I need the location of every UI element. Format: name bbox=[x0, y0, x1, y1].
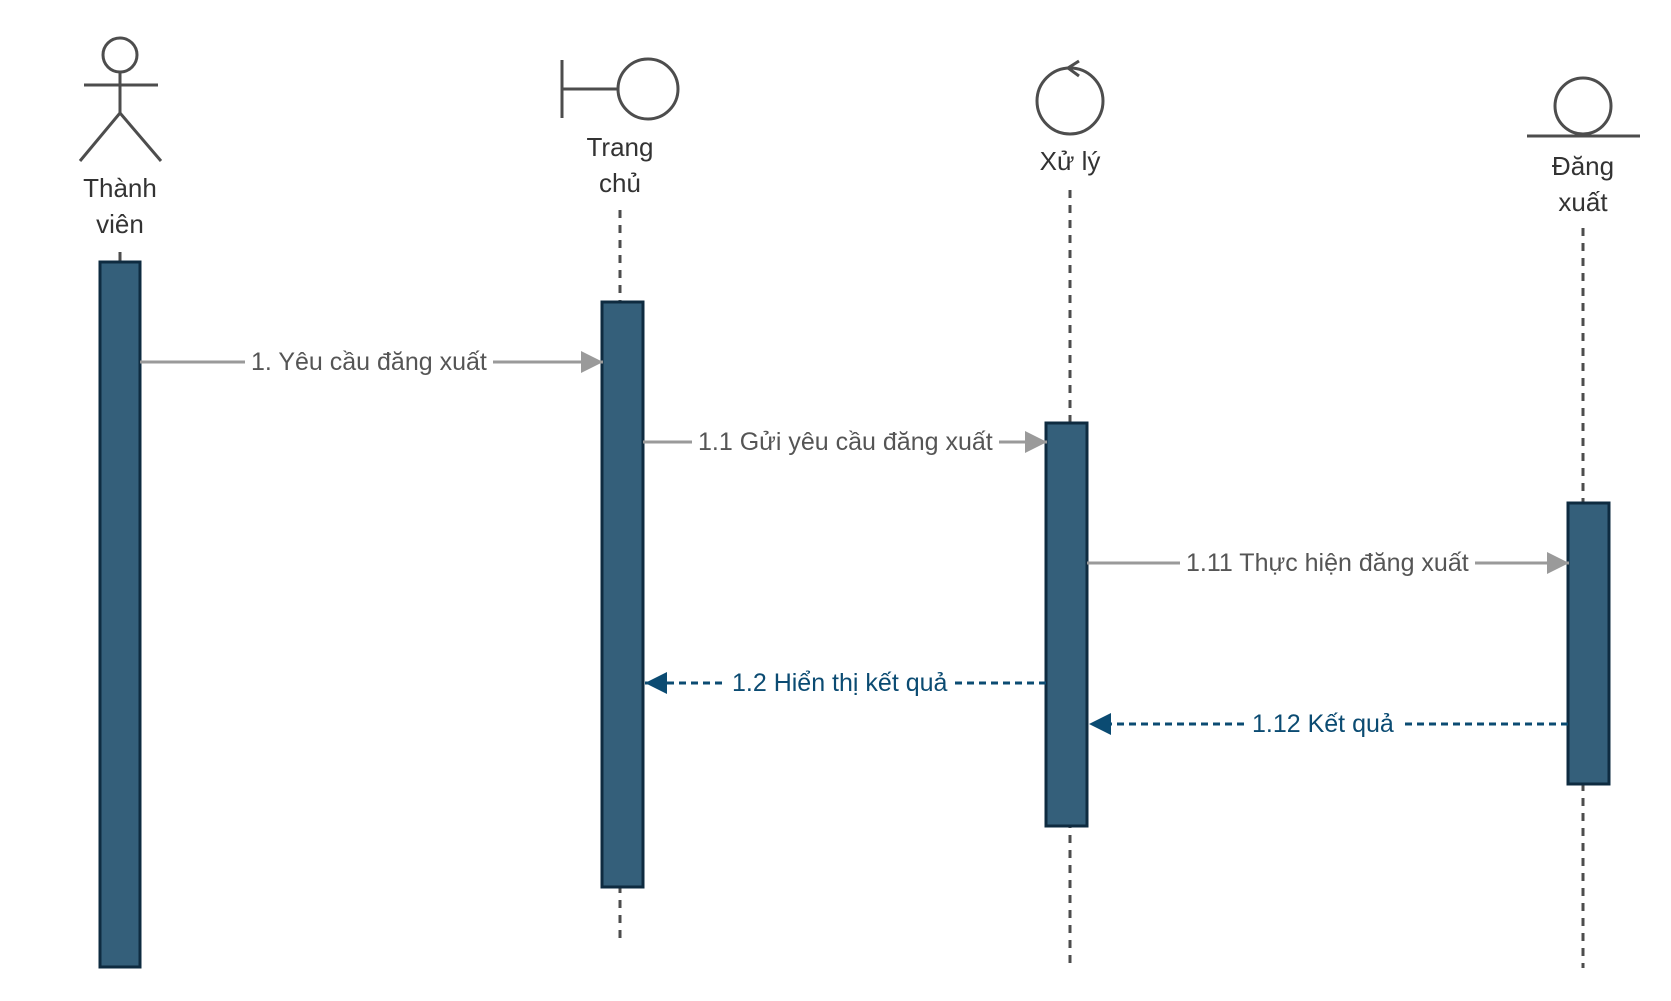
participant-label-process: Xử lý bbox=[1010, 143, 1130, 179]
message-label-m4: 1.2 Hiển thị kết quả bbox=[726, 668, 953, 698]
participant-label-member-line1: Thành bbox=[60, 170, 180, 206]
participant-label-logout: Đăng xuất bbox=[1523, 148, 1643, 220]
participant-label-process-line1: Xử lý bbox=[1010, 143, 1130, 179]
message-label-m1: 1. Yêu cầu đăng xuất bbox=[245, 347, 493, 377]
activation-home bbox=[602, 302, 643, 887]
message-label-m2: 1.1 Gửi yêu cầu đăng xuất bbox=[692, 427, 999, 457]
message-label-m3: 1.11 Thực hiện đăng xuất bbox=[1180, 548, 1475, 578]
boundary-icon bbox=[562, 59, 678, 119]
actor-icon bbox=[80, 38, 161, 161]
entity-icon bbox=[1527, 78, 1640, 136]
activation-member bbox=[100, 262, 140, 967]
participant-label-logout-line2: xuất bbox=[1523, 184, 1643, 220]
activation-logout bbox=[1568, 503, 1609, 784]
participant-label-member-line2: viên bbox=[60, 206, 180, 242]
participant-label-member: Thành viên bbox=[60, 170, 180, 242]
control-icon bbox=[1037, 61, 1103, 134]
participant-label-logout-line1: Đăng bbox=[1523, 148, 1643, 184]
message-label-m5: 1.12 Kết quả bbox=[1246, 709, 1400, 739]
participant-label-home-line2: chủ bbox=[560, 165, 680, 201]
participant-label-home: Trang chủ bbox=[560, 129, 680, 201]
participant-label-home-line1: Trang bbox=[560, 129, 680, 165]
activation-process bbox=[1046, 423, 1087, 826]
